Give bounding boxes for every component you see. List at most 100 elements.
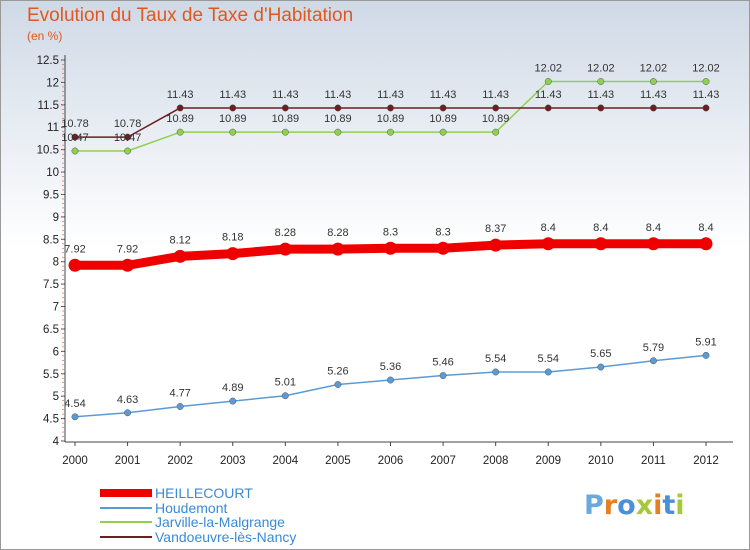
chart-title: Evolution du Taux de Taxe d'Habitation bbox=[27, 5, 354, 26]
y-tick-label: 7.5 bbox=[43, 279, 59, 291]
data-point bbox=[71, 413, 79, 421]
data-label: 8.4 bbox=[698, 222, 713, 234]
data-label: 10.47 bbox=[61, 132, 89, 144]
data-label: 11.43 bbox=[640, 89, 667, 101]
data-point bbox=[71, 133, 79, 141]
data-point bbox=[594, 237, 608, 251]
x-tick-label: 2002 bbox=[167, 455, 193, 467]
data-point bbox=[387, 104, 394, 112]
data-point bbox=[492, 128, 500, 136]
y-tick-label: 8.5 bbox=[43, 234, 59, 246]
data-point bbox=[702, 351, 710, 359]
legend-label: HEILLECOURT bbox=[155, 485, 253, 502]
data-label: 8.4 bbox=[646, 222, 661, 234]
data-point bbox=[281, 104, 289, 112]
data-point bbox=[229, 397, 237, 405]
legend-swatch bbox=[100, 489, 152, 498]
data-point bbox=[124, 147, 132, 155]
legend-label: Jarville-la-Malgrange bbox=[155, 514, 285, 531]
data-label: 5.01 bbox=[275, 377, 296, 389]
data-label: 10.47 bbox=[114, 132, 142, 144]
x-tick-label: 2005 bbox=[325, 455, 351, 467]
data-label: 8.28 bbox=[275, 227, 296, 239]
data-point bbox=[124, 409, 132, 417]
logo-letter: x bbox=[635, 490, 654, 521]
chart-legend: HEILLECOURT Houdemont Jarville-la-Malgrang… bbox=[100, 486, 296, 544]
legend-label: Houdemont bbox=[155, 499, 228, 516]
data-label: 10.89 bbox=[324, 113, 352, 125]
data-label: 8.3 bbox=[383, 226, 398, 238]
y-tick-label: 9 bbox=[53, 212, 59, 224]
x-tick-label: 2007 bbox=[430, 455, 456, 467]
data-point bbox=[173, 249, 187, 263]
data-label: 8.4 bbox=[541, 222, 556, 234]
logo-letter: r bbox=[603, 490, 618, 521]
data-point bbox=[649, 357, 657, 365]
data-point bbox=[278, 242, 292, 256]
data-label: 5.65 bbox=[590, 348, 611, 360]
data-label: 8.12 bbox=[169, 234, 190, 246]
data-label: 12.02 bbox=[534, 63, 562, 75]
logo-letter: o bbox=[617, 490, 636, 521]
data-point bbox=[492, 104, 500, 112]
y-tick-label: 6.5 bbox=[43, 324, 59, 336]
data-label: 11.43 bbox=[535, 89, 562, 101]
data-label: 11.43 bbox=[167, 89, 194, 101]
data-label: 4.54 bbox=[64, 398, 85, 410]
data-point bbox=[334, 381, 342, 388]
x-tick-label: 2012 bbox=[693, 455, 719, 467]
data-label: 4.89 bbox=[222, 382, 243, 394]
data-point bbox=[699, 237, 713, 251]
data-point bbox=[439, 104, 447, 112]
data-label: 5.91 bbox=[695, 336, 716, 348]
data-label: 10.89 bbox=[429, 113, 457, 125]
x-tick-label: 2008 bbox=[483, 455, 509, 467]
data-label: 7.92 bbox=[117, 243, 138, 255]
logo-letter: i bbox=[675, 490, 685, 521]
data-label: 8.4 bbox=[593, 222, 608, 234]
data-label: 4.77 bbox=[169, 387, 190, 399]
data-label: 5.54 bbox=[538, 353, 559, 365]
data-point bbox=[649, 78, 657, 85]
data-label: 7.92 bbox=[64, 243, 85, 255]
data-label: 10.89 bbox=[272, 113, 300, 125]
data-point bbox=[281, 392, 289, 400]
data-point bbox=[334, 128, 342, 136]
data-label: 11.43 bbox=[377, 89, 404, 101]
data-point bbox=[649, 104, 657, 112]
data-point bbox=[384, 241, 397, 255]
data-point bbox=[597, 78, 605, 85]
data-label: 5.46 bbox=[432, 357, 453, 369]
data-point bbox=[124, 133, 132, 141]
data-point bbox=[436, 241, 450, 255]
data-label: 12.02 bbox=[692, 63, 720, 75]
data-label: 11.43 bbox=[587, 89, 614, 101]
data-label: 11.43 bbox=[482, 89, 509, 101]
legend-swatch bbox=[100, 535, 152, 538]
y-tick-label: 6 bbox=[53, 346, 59, 358]
data-point bbox=[229, 128, 237, 136]
logo-letter: P bbox=[584, 490, 604, 521]
data-point bbox=[71, 147, 79, 155]
data-label: 8.18 bbox=[222, 232, 243, 244]
data-point bbox=[281, 128, 289, 136]
data-point bbox=[597, 104, 605, 112]
y-tick-label: 11 bbox=[47, 122, 59, 134]
x-tick-label: 2004 bbox=[273, 455, 299, 467]
y-tick-label: 7 bbox=[53, 302, 59, 314]
y-tick-label: 10 bbox=[46, 167, 59, 179]
data-point bbox=[541, 237, 555, 251]
data-point bbox=[439, 372, 447, 380]
data-point bbox=[331, 242, 345, 256]
proxiti-logo: Proxiti bbox=[584, 490, 685, 521]
y-axis-unit: (en %) bbox=[27, 29, 63, 43]
data-label: 10.78 bbox=[114, 118, 142, 130]
data-label: 10.89 bbox=[166, 113, 194, 125]
data-point bbox=[702, 104, 710, 112]
legend-swatch bbox=[100, 521, 152, 524]
data-point bbox=[176, 403, 184, 410]
data-label: 8.37 bbox=[485, 223, 506, 235]
data-point bbox=[387, 376, 394, 384]
data-label: 12.02 bbox=[587, 63, 615, 75]
